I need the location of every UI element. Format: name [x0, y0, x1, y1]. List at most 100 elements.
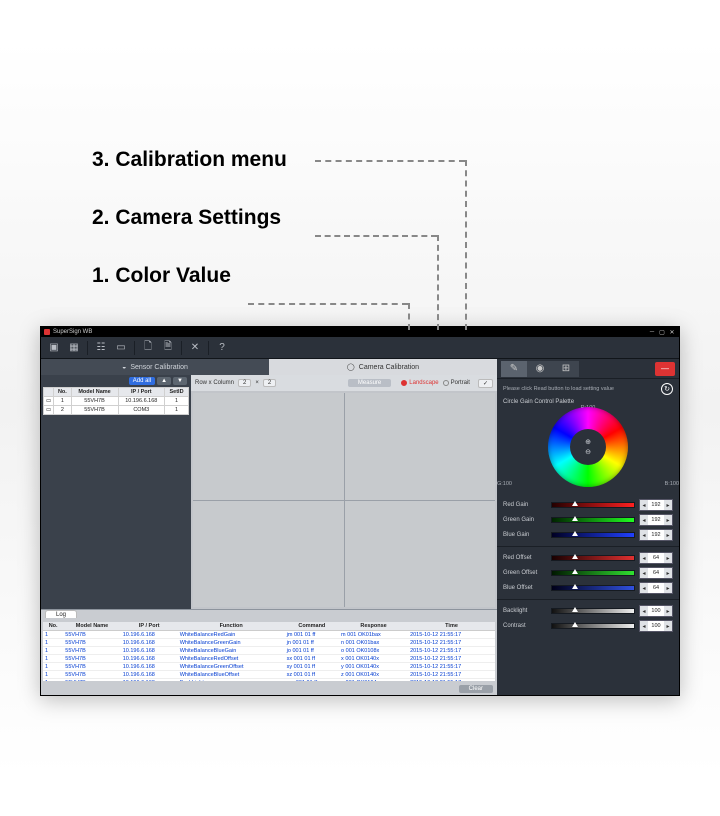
main-toolbar: ▣ ▦ ☷ ▭ 🗋 🗎 ✕ ?: [41, 337, 679, 359]
slider-track[interactable]: [551, 585, 635, 591]
app-title: SuperSign WB: [53, 329, 648, 335]
slider-stepper[interactable]: ◂100▸: [639, 605, 673, 617]
increment-icon[interactable]: ▸: [664, 530, 672, 540]
slider-stepper[interactable]: ◂192▸: [639, 529, 673, 541]
slider-red-gain: Red Gain◂192▸: [503, 499, 673, 511]
monitor-icon: ▭: [44, 406, 54, 415]
col-modelname[interactable]: Model Name: [71, 388, 118, 397]
slider-stepper[interactable]: ◂64▸: [639, 552, 673, 564]
device-down-button[interactable]: ▼: [173, 377, 187, 385]
log-row[interactable]: 155VH7B10.196.6.168WhiteBalanceRedOffset…: [43, 655, 495, 663]
slider-stepper[interactable]: ◂100▸: [639, 620, 673, 632]
slider-track[interactable]: [551, 555, 635, 561]
slider-thumb-icon[interactable]: [572, 554, 578, 559]
file-save-icon[interactable]: 🗎: [161, 341, 175, 355]
close-button[interactable]: ✕: [668, 329, 676, 335]
tools-icon[interactable]: ✕: [188, 341, 202, 355]
right-tab-eyedropper[interactable]: ✎: [501, 361, 527, 377]
slider-track[interactable]: [551, 517, 635, 523]
log-tab[interactable]: Log: [45, 610, 77, 618]
slider-track[interactable]: [551, 570, 635, 576]
increment-icon[interactable]: ▸: [664, 568, 672, 578]
help-icon[interactable]: ?: [215, 341, 229, 355]
log-row[interactable]: 155VH7B10.196.6.168WhiteBalanceGreenGain…: [43, 639, 495, 647]
device-row[interactable]: ▭155VH7B10.196.6.1681: [44, 397, 189, 406]
measure-button[interactable]: Measure: [348, 379, 391, 387]
decrement-icon[interactable]: ◂: [640, 583, 648, 593]
tab-camera-calibration[interactable]: ◯ Camera Calibration: [269, 359, 497, 375]
grid-cell[interactable]: [345, 501, 496, 608]
radio-portrait[interactable]: [443, 380, 449, 386]
decrement-icon[interactable]: ◂: [640, 621, 648, 631]
device-row[interactable]: ▭255VH7BCOM31: [44, 406, 189, 415]
increment-icon[interactable]: ▸: [664, 606, 672, 616]
grid-cell[interactable]: [193, 501, 344, 608]
monitor-icon[interactable]: ▭: [114, 341, 128, 355]
right-tab-camera[interactable]: ◉: [527, 361, 553, 377]
grid-cell[interactable]: [345, 393, 496, 500]
slider-track[interactable]: [551, 623, 635, 629]
close-panel-button[interactable]: —: [655, 362, 675, 376]
device-list-icon[interactable]: ☷: [94, 341, 108, 355]
right-tab-calibration[interactable]: ⊞: [553, 361, 579, 377]
slider-stepper[interactable]: ◂64▸: [639, 567, 673, 579]
decrement-icon[interactable]: ◂: [640, 606, 648, 616]
decrement-icon[interactable]: ◂: [640, 515, 648, 525]
slider-track[interactable]: [551, 608, 635, 614]
radio-landscape[interactable]: [401, 380, 407, 386]
slider-value: 192: [648, 517, 664, 523]
log-row[interactable]: 155VH7B10.196.6.168WhiteBalanceRedGainjm…: [43, 631, 495, 639]
col-setid[interactable]: SetID: [165, 388, 189, 397]
slider-track[interactable]: [551, 532, 635, 538]
slider-stepper[interactable]: ◂192▸: [639, 499, 673, 511]
rows-stepper[interactable]: 2: [238, 379, 251, 387]
decrement-icon[interactable]: ◂: [640, 530, 648, 540]
slider-track[interactable]: [551, 502, 635, 508]
log-row[interactable]: 155VH7B10.196.6.168WhiteBalanceBlueOffse…: [43, 671, 495, 679]
increment-icon[interactable]: ▸: [664, 553, 672, 563]
apply-button[interactable]: ✓: [478, 379, 493, 388]
increment-icon[interactable]: ▸: [664, 515, 672, 525]
log-row[interactable]: 155VH7B10.196.6.168WhiteBalanceGreenOffs…: [43, 663, 495, 671]
zoom-in-icon[interactable]: ⊕: [585, 438, 591, 446]
tab-sensor-calibration[interactable]: ◒ Sensor Calibration: [41, 359, 269, 375]
device-up-button[interactable]: ▲: [157, 377, 171, 385]
decrement-icon[interactable]: ◂: [640, 553, 648, 563]
slider-thumb-icon[interactable]: [572, 516, 578, 521]
clear-log-button[interactable]: Clear: [459, 685, 493, 693]
color-wheel[interactable]: ⊕⊖: [548, 407, 628, 487]
cols-stepper[interactable]: 2: [263, 379, 276, 387]
zoom-out-icon[interactable]: ⊖: [585, 448, 591, 456]
slider-stepper[interactable]: ◂64▸: [639, 582, 673, 594]
decrement-icon[interactable]: ◂: [640, 568, 648, 578]
slider-thumb-icon[interactable]: [572, 607, 578, 612]
grid-cell[interactable]: [193, 393, 344, 500]
log-row[interactable]: 155VH7B10.196.6.168BackLightmg 001 01 ff…: [43, 679, 495, 682]
increment-icon[interactable]: ▸: [664, 500, 672, 510]
read-button[interactable]: ↻: [661, 383, 673, 395]
slider-thumb-icon[interactable]: [572, 584, 578, 589]
file-open-icon[interactable]: 🗋: [141, 341, 155, 355]
slider-green-gain: Green Gain◂192▸: [503, 514, 673, 526]
slider-thumb-icon[interactable]: [572, 501, 578, 506]
increment-icon[interactable]: ▸: [664, 621, 672, 631]
slider-value: 100: [648, 608, 664, 614]
log-row[interactable]: 155VH7B10.196.6.168WhiteBalanceBlueGainj…: [43, 647, 495, 655]
slider-thumb-icon[interactable]: [572, 569, 578, 574]
maximize-button[interactable]: ▢: [658, 329, 666, 335]
decrement-icon[interactable]: ◂: [640, 500, 648, 510]
col-ipport[interactable]: IP / Port: [118, 388, 165, 397]
preview-pane: Row x Column 2 × 2 Measure Landscape Por…: [191, 375, 497, 609]
slider-thumb-icon[interactable]: [572, 622, 578, 627]
slider-stepper[interactable]: ◂192▸: [639, 514, 673, 526]
col-no[interactable]: No.: [54, 388, 71, 397]
slider-value: 64: [648, 585, 664, 591]
layout-grid-icon[interactable]: ▦: [67, 341, 81, 355]
leader-line-3-v: [465, 160, 467, 330]
add-all-button[interactable]: Add all: [129, 377, 155, 385]
slider-value: 192: [648, 502, 664, 508]
minimize-button[interactable]: ─: [648, 329, 656, 335]
layout-single-icon[interactable]: ▣: [47, 341, 61, 355]
increment-icon[interactable]: ▸: [664, 583, 672, 593]
slider-thumb-icon[interactable]: [572, 531, 578, 536]
